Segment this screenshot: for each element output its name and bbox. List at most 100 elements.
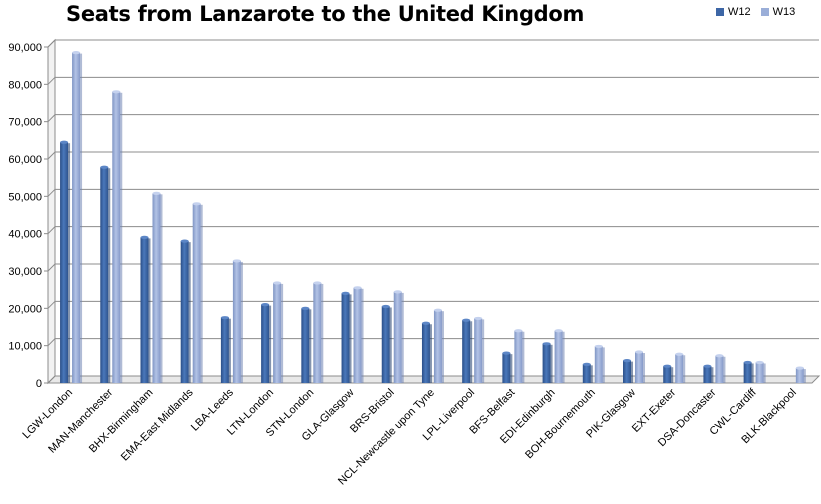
legend-label-w12: W12 <box>728 6 751 18</box>
bar-face <box>474 318 483 383</box>
bar-cap <box>393 290 402 294</box>
bar-cap <box>72 51 81 55</box>
legend: W12 W13 <box>716 6 805 18</box>
y-tick-label: 50,000 <box>8 191 42 203</box>
bar-cap <box>381 304 390 309</box>
bar-shade <box>602 347 605 383</box>
bar-shade <box>309 309 312 383</box>
bar-face <box>421 323 430 383</box>
bar-face <box>542 343 551 383</box>
bar-cap <box>502 351 511 355</box>
x-tick-label: BOH-Bournemouth <box>523 387 598 462</box>
bar-cap <box>743 360 752 365</box>
bar-face <box>192 203 201 383</box>
bar-shade <box>441 311 444 383</box>
bar-face <box>100 167 109 383</box>
bar-shade <box>349 294 352 383</box>
bar-shade <box>200 204 203 383</box>
bar-shade <box>562 331 565 383</box>
bar-w13-12 <box>554 329 565 383</box>
bar-face <box>502 353 511 383</box>
bar-face <box>381 306 390 383</box>
x-tick-label: EMA-East Midlands <box>119 386 196 463</box>
y-tick-label: 60,000 <box>8 154 42 166</box>
bar-w13-13 <box>594 344 605 383</box>
bar-cap <box>341 291 350 295</box>
bar-w13-6 <box>313 281 324 383</box>
bar-w12-0 <box>60 140 71 383</box>
bar-face <box>582 364 591 383</box>
bar-cap <box>140 235 149 239</box>
bar-shade <box>803 369 806 383</box>
bar-shade <box>482 319 485 383</box>
bar-shade <box>671 367 674 383</box>
y-tick-label: 80,000 <box>8 79 42 91</box>
bar-shade <box>550 344 553 383</box>
bar-w12-2 <box>140 235 151 383</box>
legend-label-w13: W13 <box>772 6 796 18</box>
bar-w12-7 <box>341 291 352 383</box>
gridline <box>47 188 819 197</box>
legend-item-w13: W13 <box>760 6 796 18</box>
bar-shade <box>643 353 646 383</box>
bar-cap <box>232 259 241 263</box>
bar-w12-5 <box>261 303 272 383</box>
gridline <box>47 39 819 48</box>
bar-cap <box>192 202 201 206</box>
bar-cap <box>635 350 644 354</box>
bar-cap <box>474 316 483 321</box>
bar-w13-3 <box>192 202 203 383</box>
bar-w13-18 <box>795 366 806 383</box>
bar-cap <box>273 281 282 285</box>
bar-cap <box>703 364 712 368</box>
bar-w13-2 <box>152 191 163 383</box>
bar-face <box>353 287 362 383</box>
bar-cap <box>542 342 551 346</box>
y-tick-label: 10,000 <box>8 341 42 353</box>
bar-face <box>594 346 603 383</box>
bar-w12-14 <box>623 359 634 383</box>
bar-cap <box>60 140 69 144</box>
bar-shade <box>80 53 83 383</box>
bar-face <box>743 362 752 383</box>
bar-face <box>462 320 471 383</box>
bar-w12-1 <box>100 165 111 383</box>
bar-w12-16 <box>703 364 714 383</box>
bar-shade <box>631 361 634 383</box>
bar-shade <box>401 292 404 383</box>
bar-shade <box>108 168 111 383</box>
gridline <box>47 151 819 160</box>
bar-cap <box>353 286 362 290</box>
bar-face <box>60 142 69 383</box>
bar-cap <box>112 90 121 94</box>
bar-face <box>152 193 161 383</box>
bar-w12-12 <box>542 342 553 383</box>
bar-w13-1 <box>112 90 123 384</box>
bar-cap <box>675 352 684 356</box>
bar-shade <box>361 288 364 383</box>
bar-face <box>663 366 672 383</box>
bar-w13-9 <box>433 308 444 383</box>
bar-face <box>795 368 804 383</box>
bar-shade <box>510 354 513 383</box>
bar-cap <box>795 366 804 370</box>
y-tick-label: 20,000 <box>8 303 42 315</box>
bar-cap <box>514 329 523 333</box>
y-tick-label: 70,000 <box>8 117 42 129</box>
bar-w13-0 <box>72 51 83 383</box>
y-tick-label: 0 <box>36 378 42 390</box>
bar-w12-13 <box>582 362 593 383</box>
bar-cap <box>421 321 430 325</box>
bar-cap <box>554 329 563 333</box>
bar-shade <box>68 143 71 383</box>
bar-shade <box>429 324 432 383</box>
bar-face <box>112 91 121 384</box>
bar-face <box>755 362 764 383</box>
bar-face <box>554 330 563 383</box>
plot-floor <box>46 375 821 384</box>
bar-w13-4 <box>232 259 243 383</box>
bar-shade <box>240 261 243 383</box>
bar-w13-14 <box>635 350 646 383</box>
bar-w12-4 <box>220 316 231 383</box>
bar-face <box>433 310 442 383</box>
